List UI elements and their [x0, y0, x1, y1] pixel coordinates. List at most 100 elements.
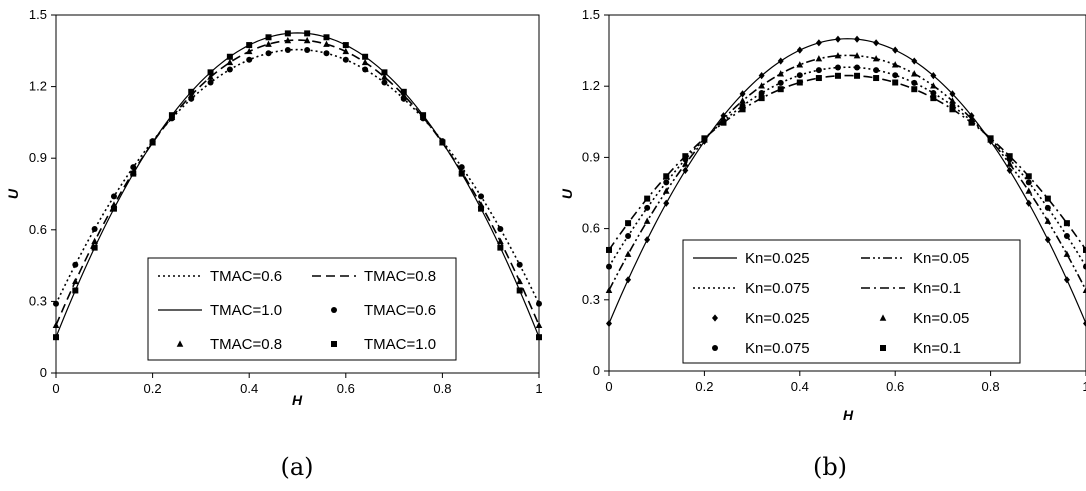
y-tick-label: 0.6 [29, 222, 47, 237]
y-tick-label: 1.2 [582, 78, 600, 93]
data-point [930, 82, 937, 89]
data-point [625, 276, 632, 284]
data-point [53, 300, 59, 307]
legend-item-tmac-0-8-dashed: TMAC=0.8 [312, 268, 436, 285]
legend-item-tmac-1-0-solid: TMAC=1.0 [158, 302, 282, 319]
data-point [644, 195, 651, 202]
legend-item-kn-0-075-marker-circle: Kn=0.075 [712, 340, 810, 357]
data-point [854, 64, 861, 71]
chart-panel-a: 0 0.2 0.4 0.6 0.8 1 0 0.3 0.6 0.9 1.2 1.5 H U TMAC=… [5, 7, 543, 481]
data-point [739, 90, 746, 98]
plot-frame-b [608, 14, 1086, 372]
data-point [246, 56, 253, 63]
data-point [497, 237, 504, 245]
data-point [968, 119, 975, 126]
legend-item-kn-0-05-marker-triangle: Kn=0.05 [879, 310, 969, 327]
data-point [91, 244, 98, 251]
x-axis-label-b: H [843, 407, 854, 423]
data-point [1006, 153, 1013, 160]
legend-label: Kn=0.075 [745, 340, 810, 357]
data-point [758, 72, 765, 80]
data-point [815, 67, 822, 74]
data-point [245, 47, 253, 55]
data-point [130, 164, 137, 171]
data-point [796, 72, 803, 79]
series-kn-0-025-solid [608, 38, 1086, 324]
data-point [911, 57, 918, 65]
legend-label: Kn=0.025 [745, 310, 810, 327]
legend-marker [880, 345, 886, 351]
data-point [606, 246, 612, 253]
legend-label: TMAC=0.6 [210, 268, 282, 285]
x-tick-label: 0.2 [144, 381, 162, 396]
legend-item-tmac-0-6-marker-circle: TMAC=0.6 [331, 302, 436, 319]
data-point [701, 135, 708, 142]
data-point [625, 220, 632, 227]
data-point [400, 88, 407, 95]
x-tick-label: 0.4 [240, 381, 258, 396]
x-tick-label: 1 [535, 381, 542, 396]
data-point [892, 72, 899, 79]
data-point [930, 95, 937, 102]
data-point [834, 72, 841, 79]
data-point [777, 86, 784, 93]
data-point [834, 64, 841, 71]
legend-label: TMAC=0.6 [364, 302, 436, 319]
data-point [1044, 204, 1051, 211]
data-point [1025, 173, 1032, 180]
data-point [72, 287, 79, 294]
data-point [536, 300, 542, 307]
x-tick-label: 0.8 [433, 381, 451, 396]
data-point [536, 334, 542, 341]
legend-item-kn-0-025-solid: Kn=0.025 [693, 250, 810, 267]
legend-marker [712, 345, 718, 351]
legend-marker [331, 341, 337, 347]
data-point [796, 79, 803, 86]
x-tick-label: 0.2 [695, 379, 713, 394]
data-point [662, 187, 670, 194]
data-point [987, 135, 994, 142]
legend-marker [879, 314, 887, 321]
data-point [873, 67, 880, 74]
data-point [381, 73, 388, 80]
data-point [606, 319, 612, 328]
data-point [265, 40, 272, 47]
data-point [625, 232, 632, 239]
tick-labels-a: 0 0.2 0.4 0.6 0.8 1 0 0.3 0.6 0.9 1.2 1.5 [29, 7, 543, 396]
data-point [644, 236, 651, 244]
legend-a: TMAC=0.6 TMAC=0.8 TMAC=1.0 TMAC=0.6 TMAC=0.8… [147, 257, 457, 361]
data-point [458, 164, 465, 171]
series-kn-0-1-marker-square [606, 72, 1086, 253]
legend-label: Kn=0.1 [913, 340, 961, 357]
legend-label: Kn=0.025 [745, 250, 810, 267]
data-point [187, 91, 195, 98]
data-point [342, 42, 349, 49]
data-point [853, 52, 861, 59]
data-point [535, 321, 543, 328]
data-point [663, 179, 670, 186]
data-point [605, 286, 613, 294]
data-point [458, 170, 465, 177]
data-point [682, 160, 689, 167]
data-point [606, 263, 612, 270]
data-point [624, 250, 632, 257]
data-point [304, 30, 311, 37]
data-point [1025, 187, 1033, 194]
data-point [892, 79, 899, 86]
x-tick-label: 0.6 [886, 379, 904, 394]
legend-box-a [147, 257, 457, 361]
legend-label: Kn=0.05 [913, 250, 969, 267]
x-tick-label: 0.6 [337, 381, 355, 396]
data-point [1025, 199, 1032, 207]
data-point [323, 34, 330, 41]
data-point [265, 34, 272, 41]
legend-b: Kn=0.025 Kn=0.05 Kn=0.075 Kn=0.1 Kn=0.025 Kn=… [682, 239, 1021, 364]
y-tick-label: 0.9 [29, 150, 47, 165]
series-tmac-0-6-dotted [55, 48, 540, 305]
data-point [72, 261, 79, 268]
data-point [644, 204, 651, 211]
legend-label: TMAC=0.8 [210, 336, 282, 353]
data-point [1063, 250, 1071, 257]
data-point [400, 91, 408, 98]
data-point [323, 40, 330, 47]
